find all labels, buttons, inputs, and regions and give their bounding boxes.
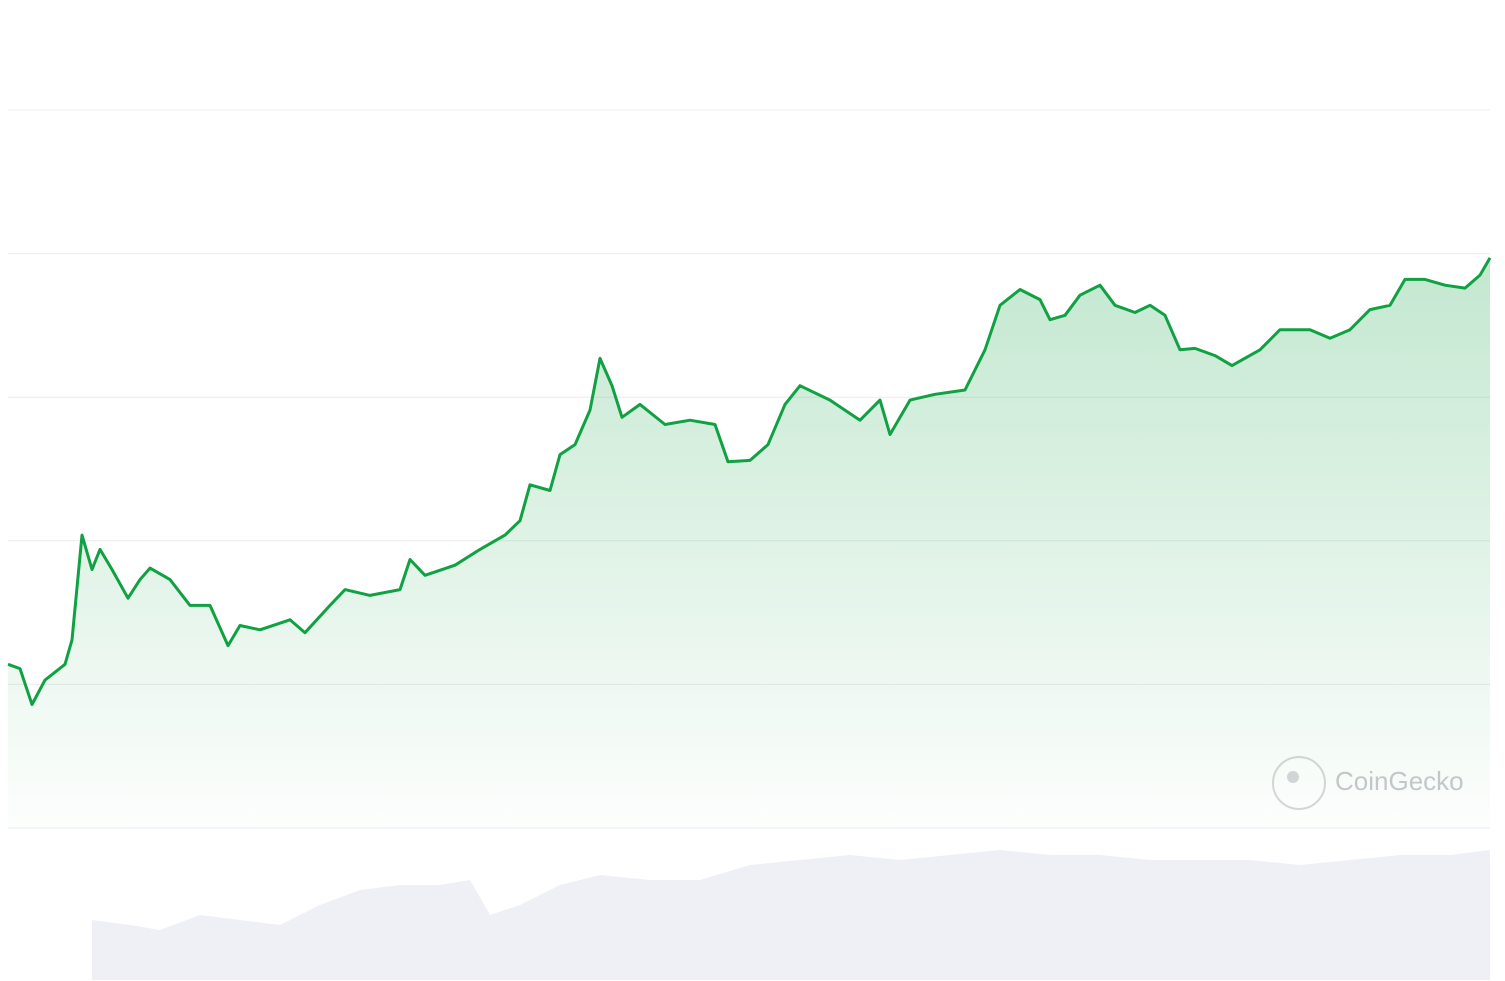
price-area: [8, 257, 1490, 828]
volume-area: [92, 850, 1490, 980]
price-line: [7, 257, 1492, 706]
watermark: CoinGecko: [1272, 756, 1464, 810]
watermark-logo: [1272, 756, 1326, 810]
watermark-logo-eye: [1287, 771, 1299, 783]
watermark-text: CoinGecko: [1335, 766, 1464, 796]
